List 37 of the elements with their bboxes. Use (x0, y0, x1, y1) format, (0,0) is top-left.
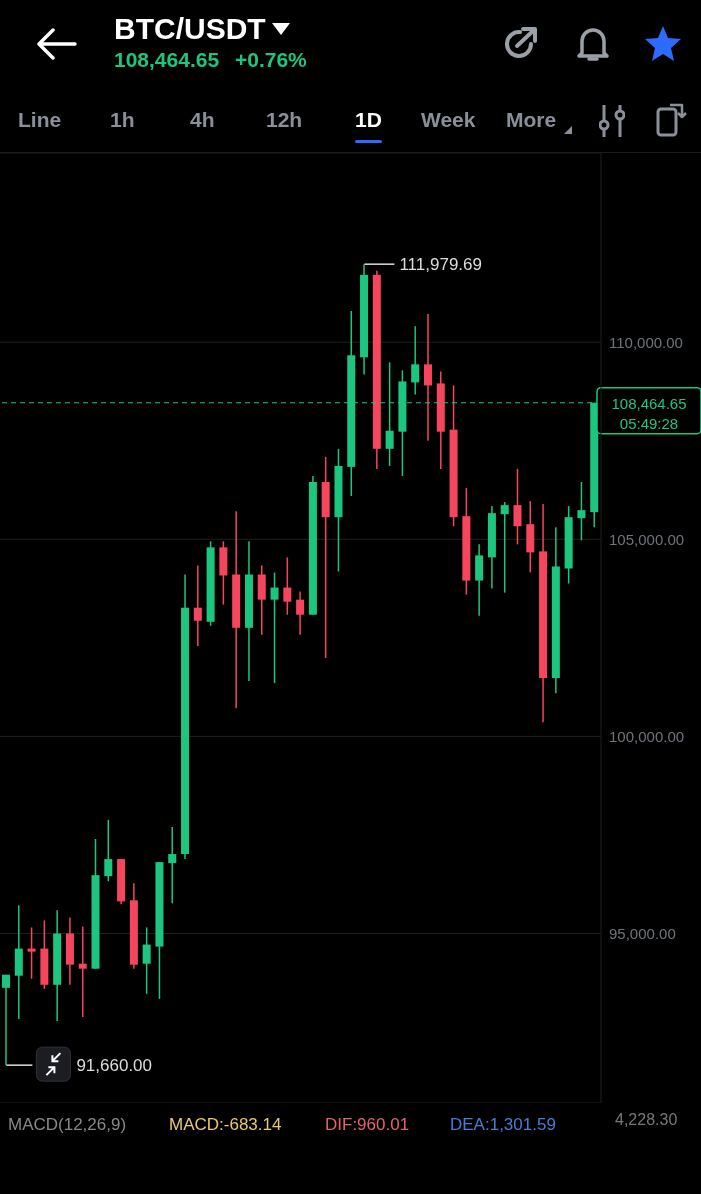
y-tick-label: 95,000.00 (609, 924, 676, 942)
text: Line (18, 108, 62, 132)
candlestick (500, 501, 509, 594)
text: 1h (110, 108, 135, 132)
candlestick (577, 481, 586, 542)
candlestick (142, 926, 151, 995)
candlestick (193, 564, 202, 647)
text: 12h (266, 108, 303, 132)
candlestick (296, 590, 305, 636)
ref-line-label: 108,464.65 (611, 394, 687, 412)
text: MACD:-683.14 (169, 1115, 282, 1135)
candlestick (411, 325, 420, 396)
candlestick (104, 819, 113, 882)
text: DEA:1,301.59 (450, 1115, 556, 1135)
annotation: 91,660.00 (76, 1056, 153, 1076)
chart-subtitle: 108,464.65 +0.76% (114, 48, 307, 72)
candlestick (2, 973, 10, 1066)
candlestick (270, 571, 279, 684)
text: More (506, 108, 557, 132)
text: 4h (190, 108, 215, 132)
y-tick-label: 105,000.00 (609, 530, 685, 548)
candlestick (168, 826, 177, 905)
text: MACD(12,26,9) (8, 1115, 127, 1135)
annotation: 111,979.69 (399, 255, 482, 275)
candlestick (423, 313, 432, 442)
candlestick (513, 468, 522, 546)
candlestick (78, 925, 87, 1018)
chart-title: BTC/USDT (114, 12, 266, 46)
text: 1D (355, 108, 382, 133)
y-tick-label: 100,000.00 (609, 727, 685, 745)
text: DIF:960.01 (325, 1115, 410, 1135)
candlestick (27, 926, 36, 980)
y-tick-label: 110,000.00 (609, 333, 683, 351)
candlestick (283, 556, 292, 616)
text: Week (421, 108, 476, 132)
text: 4,228.30 (615, 1111, 678, 1129)
text: 05:49:28 (619, 414, 679, 432)
